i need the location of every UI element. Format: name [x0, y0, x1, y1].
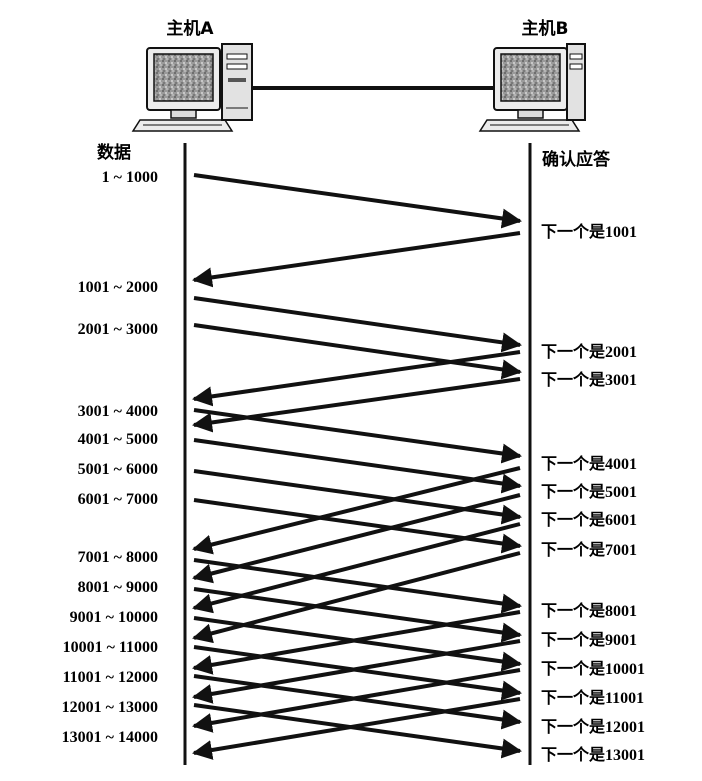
segment-label: 3001 ~ 4000	[78, 403, 158, 420]
host-a-computer-icon	[131, 43, 253, 132]
segment-label: 12001 ~ 13000	[62, 699, 158, 716]
segment-label: 10001 ~ 11000	[63, 639, 158, 656]
ack-arrow	[192, 551, 521, 644]
segment-label: 1 ~ 1000	[102, 169, 158, 186]
ack-arrow	[192, 350, 521, 407]
ack-label: 下一个是3001	[541, 370, 637, 389]
host-a-title: 主机A	[166, 18, 214, 39]
segment-label: 4001 ~ 5000	[78, 431, 158, 448]
segment-label: 5001 ~ 6000	[78, 461, 158, 478]
ack-arrow	[192, 697, 521, 760]
segment-label: 13001 ~ 14000	[62, 729, 158, 746]
ack-arrow	[192, 668, 521, 733]
ack-label: 下一个是11001	[541, 688, 644, 707]
data-arrow	[193, 173, 522, 229]
ack-labels: 下一个是1001 下一个是2001 下一个是3001 下一个是4001 下一个是…	[541, 222, 645, 764]
segment-label: 11001 ~ 12000	[63, 669, 158, 686]
data-arrow	[193, 296, 522, 353]
ack-arrow	[192, 377, 521, 433]
segment-label: 9001 ~ 10000	[70, 609, 158, 626]
host-b-computer-icon	[478, 43, 586, 132]
ack-label: 下一个是8001	[541, 601, 637, 620]
data-arrow	[193, 438, 522, 494]
segment-labels: 1 ~ 1000 1001 ~ 2000 2001 ~ 3000 3001 ~ …	[62, 169, 158, 746]
ack-arrow	[192, 466, 521, 555]
ack-arrow	[192, 610, 521, 675]
segment-label: 1001 ~ 2000	[78, 279, 158, 296]
ack-label: 下一个是5001	[541, 482, 637, 501]
ack-arrows	[192, 231, 521, 760]
ack-label: 下一个是1001	[541, 222, 637, 241]
data-arrow	[193, 587, 522, 643]
segment-label: 6001 ~ 7000	[78, 491, 158, 508]
segment-label: 2001 ~ 3000	[78, 321, 158, 338]
ack-label: 下一个是4001	[541, 454, 637, 473]
data-column-title: 数据	[97, 142, 131, 163]
ack-arrow	[192, 231, 521, 288]
ack-label: 下一个是6001	[541, 510, 637, 529]
segment-label: 7001 ~ 8000	[78, 549, 158, 566]
data-arrow	[193, 558, 522, 614]
data-arrows	[193, 173, 522, 759]
ack-label: 下一个是12001	[541, 717, 645, 736]
host-b-title: 主机B	[522, 18, 569, 39]
ack-arrow	[192, 493, 521, 584]
ack-label: 下一个是9001	[541, 630, 637, 649]
ack-label: 下一个是10001	[541, 659, 645, 678]
ack-label: 下一个是2001	[541, 342, 637, 361]
ack-label: 下一个是13001	[541, 745, 645, 764]
segment-label: 8001 ~ 9000	[78, 579, 158, 596]
ack-arrow	[192, 639, 521, 704]
data-arrow	[193, 323, 522, 380]
ack-label: 下一个是7001	[541, 540, 637, 559]
ack-column-title: 确认应答	[542, 149, 611, 170]
ack-arrow	[192, 522, 521, 614]
